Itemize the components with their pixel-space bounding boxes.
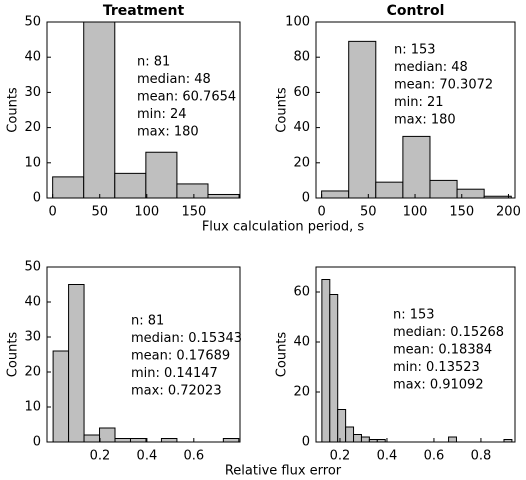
- bar: [99, 427, 116, 443]
- bar: [52, 176, 85, 199]
- annotation: max: 0.72023: [131, 384, 222, 399]
- panel-title: Treatment: [103, 3, 185, 19]
- y-tick-label: 100: [285, 15, 310, 30]
- axes-box: [46, 21, 241, 199]
- annotation: mean: 0.17689: [131, 349, 230, 364]
- annotation: mean: 0.18384: [393, 343, 492, 358]
- bar: [222, 438, 240, 443]
- annotation: n: 81: [137, 55, 170, 70]
- bar: [176, 183, 209, 199]
- bar: [83, 434, 101, 443]
- y-tick-label: 60: [293, 285, 310, 300]
- annotation: median: 48: [137, 72, 211, 87]
- y-tick-label: 10: [24, 155, 41, 170]
- annotation: min: 0.14147: [131, 366, 218, 381]
- x-tick-label: 0.6: [183, 449, 204, 464]
- x-tick-label: 0.2: [90, 449, 111, 464]
- annotation: min: 0.13523: [393, 360, 480, 375]
- y-tick-label: 20: [24, 365, 41, 380]
- bar: [337, 409, 347, 443]
- y-tick-label: 40: [24, 295, 41, 310]
- y-tick-label: 30: [24, 85, 41, 100]
- y-tick-label: 0: [302, 191, 310, 206]
- annotation: median: 0.15343: [131, 331, 242, 346]
- y-tick-label: 30: [24, 330, 41, 345]
- annotation: n: 153: [393, 308, 435, 323]
- bar: [360, 436, 370, 443]
- y-axis-label: Counts: [6, 332, 21, 378]
- axes-box: [46, 266, 241, 443]
- bar: [402, 135, 431, 199]
- bar: [129, 438, 147, 443]
- x-axis-label: Relative flux error: [225, 464, 342, 479]
- x-tick-label: 0.2: [330, 449, 351, 464]
- y-axis-label: Counts: [6, 87, 21, 133]
- x-tick-label: 100: [134, 205, 159, 220]
- bar: [348, 40, 377, 199]
- bar: [321, 190, 350, 199]
- bar: [456, 188, 485, 199]
- bar: [207, 193, 240, 199]
- bar: [448, 436, 457, 443]
- x-tick-label: 50: [91, 205, 108, 220]
- y-tick-label: 0: [33, 435, 41, 450]
- y-tick-label: 50: [24, 260, 41, 275]
- axes-box: [315, 266, 516, 443]
- x-axis-label: Flux calculation period, s: [202, 220, 365, 235]
- x-tick-label: 0: [317, 205, 325, 220]
- annotation: median: 0.15268: [393, 325, 504, 340]
- bar: [429, 179, 458, 199]
- annotation: min: 24: [137, 107, 187, 122]
- bar: [329, 294, 339, 443]
- x-tick-label: 150: [181, 205, 206, 220]
- y-tick-label: 40: [293, 120, 310, 135]
- annotation: max: 0.91092: [393, 378, 484, 393]
- bar: [160, 438, 178, 443]
- y-tick-label: 40: [24, 50, 41, 65]
- bar: [345, 426, 355, 443]
- x-tick-label: 0.4: [377, 449, 398, 464]
- annotation: min: 21: [394, 95, 444, 110]
- y-tick-label: 0: [302, 435, 310, 450]
- bar: [68, 284, 85, 443]
- bar: [114, 172, 147, 199]
- y-axis-label: Counts: [275, 87, 290, 133]
- x-tick-label: 0.4: [137, 449, 158, 464]
- annotation: n: 81: [131, 314, 164, 329]
- x-tick-label: 0.6: [424, 449, 445, 464]
- bar: [353, 434, 362, 443]
- bar: [375, 181, 404, 199]
- annotation: mean: 70.3072: [394, 78, 493, 93]
- x-tick-label: 0: [49, 205, 57, 220]
- annotation: n: 153: [394, 43, 436, 58]
- y-tick-label: 40: [293, 335, 310, 350]
- y-tick-label: 20: [24, 120, 41, 135]
- y-axis-label: Counts: [275, 332, 290, 378]
- bar: [321, 279, 331, 443]
- x-tick-label: 100: [403, 205, 428, 220]
- y-tick-label: 20: [293, 385, 310, 400]
- x-tick-label: 150: [449, 205, 474, 220]
- annotation: max: 180: [137, 125, 199, 140]
- y-tick-label: 60: [293, 85, 310, 100]
- y-tick-label: 50: [24, 15, 41, 30]
- panel-title: Control: [387, 3, 445, 19]
- annotation: max: 180: [394, 113, 456, 128]
- bar: [145, 151, 178, 199]
- y-tick-label: 20: [293, 155, 310, 170]
- bar: [114, 438, 131, 443]
- x-tick-label: 200: [496, 205, 521, 220]
- annotation: mean: 60.7654: [137, 90, 236, 105]
- bar: [83, 21, 116, 199]
- x-tick-label: 0.8: [471, 449, 492, 464]
- bar: [52, 350, 70, 443]
- y-tick-label: 10: [24, 400, 41, 415]
- y-tick-label: 80: [293, 50, 310, 65]
- x-tick-label: 50: [360, 205, 377, 220]
- y-tick-label: 0: [33, 191, 41, 206]
- annotation: median: 48: [394, 60, 468, 75]
